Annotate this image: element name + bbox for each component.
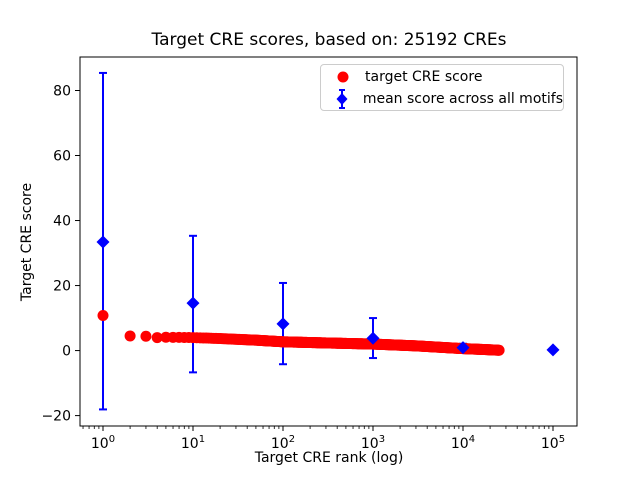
scatter-series-mean-score xyxy=(96,235,560,357)
red-circle-icon xyxy=(337,71,349,82)
x-tick-label: 101 xyxy=(181,434,205,452)
legend: target CRE score mean score across all m… xyxy=(320,64,564,111)
tick-labels: −20 0 20 40 60 80 100 101 102 103 104 105 xyxy=(41,83,565,452)
x-tick-label: 100 xyxy=(91,434,115,452)
errorbar-lines xyxy=(99,71,557,411)
x-tick-label: 103 xyxy=(361,434,385,452)
y-tick-label: 80 xyxy=(53,83,71,99)
scatter-series-target-score xyxy=(97,309,505,356)
legend-entry-mean-score: mean score across all motifs xyxy=(321,88,563,110)
x-axis-label: Target CRE rank (log) xyxy=(254,450,404,466)
x-tick-label: 102 xyxy=(271,434,295,452)
plot-border xyxy=(79,56,578,427)
y-axis-label: Target CRE score xyxy=(19,182,35,302)
y-tick-label: 60 xyxy=(53,149,71,165)
legend-marker xyxy=(321,88,363,110)
legend-label: target CRE score xyxy=(365,68,483,85)
legend-marker xyxy=(321,71,365,83)
axis-ticks xyxy=(75,89,554,431)
legend-label: mean score across all motifs xyxy=(362,90,563,107)
y-tick-label: 20 xyxy=(53,279,71,295)
legend-entry-target-score: target CRE score xyxy=(321,66,563,88)
chart-title: Target CRE scores, based on: 25192 CREs xyxy=(151,30,507,50)
x-tick-label: 104 xyxy=(451,434,475,452)
y-tick-label: 40 xyxy=(53,214,71,230)
y-tick-label: 0 xyxy=(62,344,71,360)
y-tick-label: −20 xyxy=(41,409,71,425)
blue-diamond-errorbar-icon xyxy=(336,88,348,109)
x-tick-label: 105 xyxy=(541,434,565,452)
